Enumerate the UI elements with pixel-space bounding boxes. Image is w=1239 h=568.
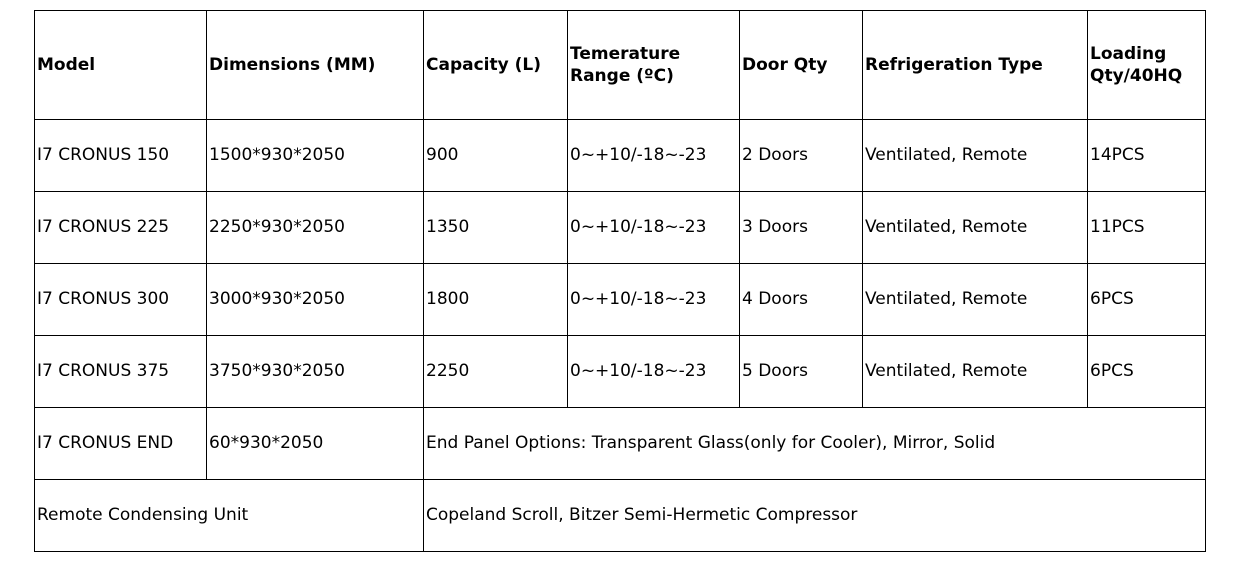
table-row: I7 CRONUS 300 3000*930*2050 1800 0~+10/-18~… xyxy=(34,263,1206,336)
table-cell: 3 Doors xyxy=(739,191,863,264)
table-row: I7 CRONUS END 60*930*2050 End Panel Option… xyxy=(34,407,1206,480)
spec-table: Model Dimensions (MM) Capacity (L) Temeratu… xyxy=(34,10,1206,552)
table-cell: Remote Condensing Unit xyxy=(34,479,424,552)
table-cell: Ventilated, Remote xyxy=(862,335,1088,408)
table-cell: Copeland Scroll, Bitzer Semi-Hermetic Co… xyxy=(423,479,1206,552)
table-cell: Ventilated, Remote xyxy=(862,263,1088,336)
table-cell: 0~+10/-18~-23 xyxy=(567,119,740,192)
header-cell: Refrigeration Type xyxy=(862,10,1088,120)
table-cell: Ventilated, Remote xyxy=(862,191,1088,264)
table-cell: I7 CRONUS END xyxy=(34,407,207,480)
header-row: Model Dimensions (MM) Capacity (L) Temeratu… xyxy=(34,10,1206,120)
header-cell: Capacity (L) xyxy=(423,10,568,120)
table-cell: 4 Doors xyxy=(739,263,863,336)
table-cell: I7 CRONUS 375 xyxy=(34,335,207,408)
table-cell: 1350 xyxy=(423,191,568,264)
table-cell: 900 xyxy=(423,119,568,192)
table-cell: End Panel Options: Transparent Glass(onl… xyxy=(423,407,1206,480)
table-cell: 11PCS xyxy=(1087,191,1206,264)
table-cell: 3000*930*2050 xyxy=(206,263,424,336)
header-cell: Dimensions (MM) xyxy=(206,10,424,120)
table-cell: 14PCS xyxy=(1087,119,1206,192)
table-row: I7 CRONUS 150 1500*930*2050 900 0~+10/-18~-… xyxy=(34,119,1206,192)
table-row: I7 CRONUS 375 3750*930*2050 2250 0~+10/-18~… xyxy=(34,335,1206,408)
header-cell: Loading Qty/40HQ xyxy=(1087,10,1206,120)
table-cell: 5 Doors xyxy=(739,335,863,408)
table-cell: I7 CRONUS 150 xyxy=(34,119,207,192)
table-row: Remote Condensing Unit Copeland Scroll, B… xyxy=(34,479,1206,552)
table-row: I7 CRONUS 225 2250*930*2050 1350 0~+10/-18~… xyxy=(34,191,1206,264)
header-cell: Model xyxy=(34,10,207,120)
table-cell: 0~+10/-18~-23 xyxy=(567,335,740,408)
table-cell: 0~+10/-18~-23 xyxy=(567,191,740,264)
table-cell: I7 CRONUS 225 xyxy=(34,191,207,264)
table-cell: 2250*930*2050 xyxy=(206,191,424,264)
table-cell: 1500*930*2050 xyxy=(206,119,424,192)
header-cell: Temerature Range (ºC) xyxy=(567,10,740,120)
spec-table-container: Model Dimensions (MM) Capacity (L) Temeratu… xyxy=(34,10,1206,552)
table-cell: 3750*930*2050 xyxy=(206,335,424,408)
table-cell: 60*930*2050 xyxy=(206,407,424,480)
table-cell: 2250 xyxy=(423,335,568,408)
table-cell: 1800 xyxy=(423,263,568,336)
table-cell: 6PCS xyxy=(1087,263,1206,336)
table-cell: 2 Doors xyxy=(739,119,863,192)
header-cell: Door Qty xyxy=(739,10,863,120)
table-cell: Ventilated, Remote xyxy=(862,119,1088,192)
table-cell: I7 CRONUS 300 xyxy=(34,263,207,336)
table-cell: 6PCS xyxy=(1087,335,1206,408)
table-cell: 0~+10/-18~-23 xyxy=(567,263,740,336)
